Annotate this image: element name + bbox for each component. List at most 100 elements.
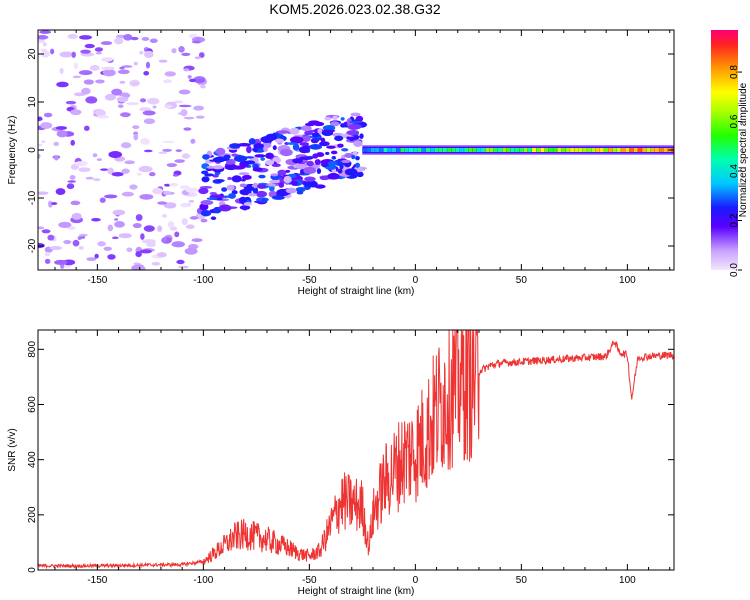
x-tick-label: 0 bbox=[413, 275, 419, 286]
spectrogram-cell bbox=[94, 47, 103, 52]
spectrogram-cell bbox=[38, 191, 49, 195]
spectrogram-cell bbox=[337, 143, 344, 148]
spectrogram-cell bbox=[183, 68, 190, 72]
spectrogram-cell bbox=[142, 110, 156, 116]
x-tick-label: -50 bbox=[302, 275, 317, 286]
spectrogram-cell bbox=[206, 197, 218, 201]
spectrogram-cell bbox=[40, 50, 51, 58]
y-tick-label: 20 bbox=[27, 48, 38, 60]
spectrogram-cell bbox=[65, 100, 77, 105]
x-tick-label: -150 bbox=[87, 575, 107, 586]
spectrogram-cell bbox=[347, 123, 362, 130]
band-cell bbox=[612, 148, 617, 152]
spectrogram-x-axis-label: Height of straight line (km) bbox=[298, 286, 415, 297]
spectrogram-cell bbox=[241, 174, 252, 180]
y-tick-label: -10 bbox=[27, 190, 38, 205]
spectrogram-cell bbox=[38, 242, 45, 249]
x-tick-label: -100 bbox=[193, 575, 213, 586]
spectrogram-cell bbox=[283, 175, 292, 184]
spectrogram-y-axis-label: Frequency (Hz) bbox=[7, 116, 18, 185]
spectrogram-cell bbox=[290, 136, 304, 144]
band-cell bbox=[637, 148, 642, 152]
x-tick-label: -100 bbox=[193, 275, 213, 286]
spectrogram-cell bbox=[215, 179, 225, 183]
band-cell bbox=[498, 148, 503, 152]
spectrogram-cell bbox=[252, 167, 263, 172]
spectrogram-cell bbox=[185, 187, 199, 194]
spectrogram-cell bbox=[94, 253, 99, 259]
spectrogram-cell bbox=[304, 122, 316, 127]
band-cell bbox=[557, 148, 562, 152]
spectrogram-cell bbox=[280, 148, 293, 157]
spectrogram-cell bbox=[95, 79, 105, 84]
spectrogram-cell bbox=[350, 112, 361, 117]
spectrogram-cell bbox=[325, 151, 330, 156]
spectrogram-cell bbox=[198, 52, 205, 58]
spectrogram-cell bbox=[263, 145, 269, 153]
spectrogram-cell bbox=[188, 78, 197, 83]
spectrogram-cell bbox=[71, 51, 76, 58]
spectrogram-cell bbox=[246, 145, 252, 154]
spectrogram-cell bbox=[119, 66, 125, 70]
spectrogram-cell bbox=[123, 34, 133, 41]
band-cell bbox=[629, 148, 634, 152]
band-cell bbox=[383, 148, 388, 152]
spectrogram-cell bbox=[289, 127, 300, 135]
spectrogram-cell bbox=[244, 160, 256, 165]
spectrogram-cell bbox=[70, 139, 75, 146]
spectrogram-cell bbox=[285, 169, 291, 173]
spectrogram-cell bbox=[119, 80, 126, 84]
spectrogram-cell bbox=[253, 143, 265, 149]
spectrogram-cell bbox=[162, 214, 167, 218]
spectrogram-cell bbox=[156, 252, 167, 258]
spectrogram-band bbox=[362, 145, 674, 155]
spectrogram-cell bbox=[145, 61, 151, 69]
colorbar-tick-label: 0.6 bbox=[729, 114, 740, 128]
spectrogram-cell bbox=[302, 181, 316, 187]
spectrogram-cell bbox=[312, 153, 319, 159]
spectrogram-cell bbox=[258, 174, 266, 179]
spectrogram-cell bbox=[38, 35, 49, 40]
spectrogram-cell bbox=[205, 168, 213, 172]
spectrogram-cell bbox=[337, 168, 343, 174]
snr-plot-area bbox=[38, 330, 674, 570]
spectrogram-cell bbox=[140, 138, 150, 145]
spectrogram-cell bbox=[38, 143, 43, 147]
spectrogram-cell bbox=[295, 187, 306, 193]
band-cell bbox=[489, 148, 494, 152]
spectrogram-cell bbox=[53, 141, 60, 147]
spectrogram-cell bbox=[78, 70, 93, 76]
spectrogram-cell bbox=[223, 154, 231, 160]
spectrogram-cell bbox=[100, 168, 109, 171]
spectrogram-cell bbox=[80, 235, 86, 239]
spectrogram-cell bbox=[117, 69, 130, 75]
spectrogram-cell bbox=[42, 42, 47, 47]
spectrogram-cell bbox=[227, 176, 232, 181]
spectrogram-cell bbox=[255, 190, 268, 198]
band-cell bbox=[625, 148, 630, 152]
spectrogram-cells bbox=[38, 30, 368, 270]
spectrogram-cell bbox=[275, 130, 290, 134]
spectrogram-cell bbox=[152, 105, 157, 109]
spectrogram-cell bbox=[346, 130, 360, 136]
spectrogram-cell bbox=[209, 192, 218, 195]
band-cell bbox=[455, 148, 460, 152]
spectrogram-cell bbox=[188, 200, 195, 203]
spectrogram-cell bbox=[269, 185, 275, 192]
spectrogram-cell bbox=[359, 133, 364, 139]
spectrogram-cell bbox=[239, 183, 247, 188]
spectrogram-cell bbox=[97, 115, 109, 119]
band-cell bbox=[565, 148, 570, 152]
band-cell bbox=[472, 148, 477, 152]
spectrogram-cell bbox=[162, 148, 173, 152]
spectrogram-cell bbox=[132, 222, 142, 229]
band-cell bbox=[544, 148, 549, 152]
spectrogram-cell bbox=[77, 236, 82, 241]
spectrogram-cell bbox=[241, 178, 246, 182]
spectrogram-cell bbox=[47, 234, 55, 241]
band-cell bbox=[519, 148, 524, 152]
spectrogram-cell bbox=[158, 151, 168, 155]
snr-frame bbox=[37, 329, 675, 571]
spectrogram-cell bbox=[135, 251, 142, 258]
spectrogram-cell bbox=[200, 85, 206, 89]
